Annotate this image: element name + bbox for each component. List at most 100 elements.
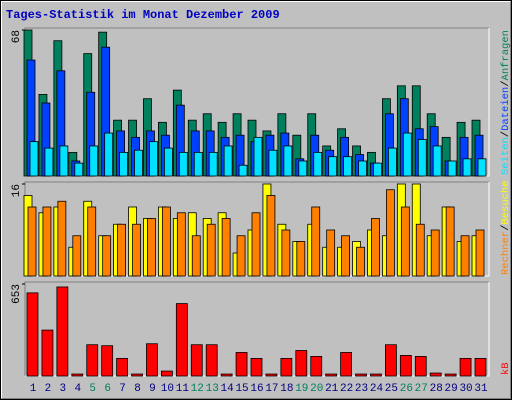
bar xyxy=(104,132,114,177)
x-tick-label: 6 xyxy=(104,383,111,395)
bar xyxy=(341,235,351,277)
bar xyxy=(477,158,487,177)
bar xyxy=(311,206,321,277)
bar xyxy=(146,343,158,377)
bar xyxy=(190,344,203,377)
bar xyxy=(101,345,114,377)
x-tick-label: 16 xyxy=(250,383,263,395)
x-tick-label: 10 xyxy=(161,383,174,395)
bar xyxy=(371,218,380,277)
legend-separator: / xyxy=(500,225,512,231)
bar xyxy=(176,212,186,277)
legend-separator: / xyxy=(500,80,512,86)
legend-entry: Dateien xyxy=(500,87,512,131)
bar xyxy=(283,145,293,177)
bar xyxy=(445,206,455,277)
x-tick-label: 25 xyxy=(385,383,398,395)
bar xyxy=(253,136,263,177)
bar xyxy=(280,357,293,377)
bar xyxy=(205,344,218,377)
bar xyxy=(72,235,82,277)
x-tick-label: 28 xyxy=(430,383,443,395)
x-tick-label: 17 xyxy=(265,383,278,395)
bar xyxy=(430,229,440,277)
x-tick-label: 26 xyxy=(400,383,413,395)
bar xyxy=(220,373,233,377)
bar xyxy=(356,246,365,277)
bar xyxy=(402,132,412,177)
x-tick-label: 21 xyxy=(325,383,339,395)
x-tick-label: 22 xyxy=(340,383,353,395)
panel-shadow xyxy=(24,281,489,376)
bar xyxy=(462,158,472,177)
bar xyxy=(235,352,248,377)
bar xyxy=(149,141,158,177)
x-tick-label: 27 xyxy=(415,383,428,395)
x-tick-label: 12 xyxy=(191,383,204,395)
bar xyxy=(384,344,397,377)
bar xyxy=(250,357,263,377)
bar xyxy=(223,145,233,177)
legend-entry: Besuche xyxy=(500,180,512,224)
bar xyxy=(432,145,442,177)
bar xyxy=(387,147,397,177)
bar xyxy=(131,373,143,377)
bar xyxy=(251,212,261,277)
x-tick-label: 9 xyxy=(149,383,156,395)
bar xyxy=(193,151,203,177)
bar xyxy=(460,235,470,277)
bar xyxy=(475,229,485,277)
bar xyxy=(119,151,128,177)
bar xyxy=(206,223,216,277)
x-tick-label: 8 xyxy=(134,383,141,395)
y-tick-label: 16 xyxy=(11,184,23,197)
x-tick-label: 18 xyxy=(280,383,293,395)
bar xyxy=(89,145,99,177)
x-tick-label: 15 xyxy=(235,383,248,395)
x-tick-label: 1 xyxy=(30,383,37,395)
bar xyxy=(116,357,128,377)
bar xyxy=(117,223,126,277)
bar xyxy=(208,151,218,177)
bar xyxy=(41,329,54,377)
bar xyxy=(74,162,84,177)
bar xyxy=(178,151,188,177)
x-tick-label: 31 xyxy=(474,383,488,395)
bar xyxy=(238,164,248,177)
legend-entry: Rechner xyxy=(500,231,512,275)
legend-separator: / xyxy=(500,131,512,137)
bar xyxy=(132,223,141,277)
bar xyxy=(400,206,410,277)
bar xyxy=(268,149,278,177)
legend-entry: Seiten xyxy=(500,137,512,175)
bar xyxy=(86,344,99,377)
bar xyxy=(175,303,188,377)
bar xyxy=(296,241,306,277)
bar xyxy=(417,139,427,177)
bar xyxy=(414,356,427,377)
bar xyxy=(459,357,472,377)
legend: Seiten/Dateien/Anfragen xyxy=(500,30,512,175)
bar xyxy=(42,206,52,277)
legend: kB xyxy=(500,362,512,375)
x-tick-label: 29 xyxy=(445,383,458,395)
x-tick-label: 11 xyxy=(176,383,190,395)
bar xyxy=(326,229,336,277)
bar xyxy=(102,235,112,277)
bar xyxy=(373,162,382,177)
x-tick-label: 13 xyxy=(206,383,219,395)
legend: Rechner/Besuche xyxy=(500,180,512,275)
x-tick-label: 7 xyxy=(119,383,126,395)
bar xyxy=(160,370,173,377)
bar xyxy=(26,292,39,377)
bar xyxy=(44,147,54,177)
x-tick-label: 4 xyxy=(74,383,81,395)
bar xyxy=(358,160,367,177)
chart-title: Tages-Statistik im Monat Dezember 2009 xyxy=(6,8,280,22)
x-tick-label: 19 xyxy=(295,383,308,395)
bar xyxy=(29,141,39,177)
bar xyxy=(298,160,308,177)
bar xyxy=(71,373,84,377)
